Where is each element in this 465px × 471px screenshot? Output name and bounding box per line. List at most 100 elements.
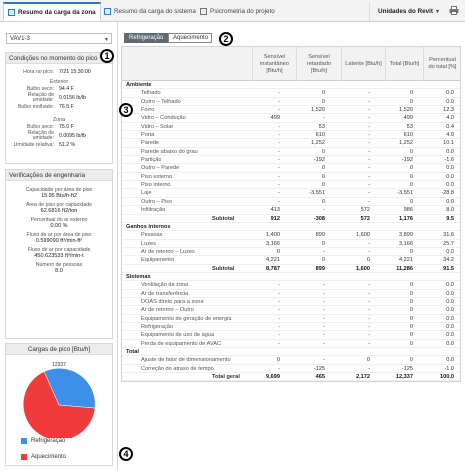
kv-label: Hora no pico: [23, 69, 54, 75]
table-group-row: Total [122, 348, 460, 357]
row-label: Equipamento de geração de energia [141, 315, 232, 322]
tab-label: Psicrometria do projeto [210, 8, 275, 15]
tab-system-load-summary[interactable]: Resumo da carga do sistema [100, 2, 200, 21]
table-cell: 0 [366, 357, 370, 364]
row-label: Pessoas [141, 232, 163, 239]
table-cell: - [278, 157, 280, 164]
table-header: Sensível instantâneo [Btu/h] Sensível re… [122, 47, 460, 81]
cooling-toggle[interactable]: Refrigeração [124, 33, 169, 43]
eng-value: 450.623533 ft³/min-t [34, 253, 84, 259]
row-label: Total [126, 349, 139, 355]
table-cell: 1,600 [356, 232, 370, 239]
table-cell: - [368, 290, 370, 297]
table-row: Equipamento de uso de água - - - 0 0.0 [122, 331, 460, 340]
table-cell: -192 [313, 157, 325, 164]
table-cell: 1,600 [356, 265, 370, 272]
table-cell: 0 [409, 332, 413, 339]
table-cell: - [278, 198, 280, 205]
table-cell: 0 [409, 98, 413, 105]
table-row: Vidro – Condução 499 - - 499 4.0 [122, 114, 460, 123]
peak-loads-pie-chart: 12337 11720 [23, 362, 96, 438]
row-label: Porta [141, 132, 155, 139]
row-label: Laje [141, 190, 152, 197]
table-cell: - [368, 165, 370, 172]
row-label: Total geral [212, 374, 240, 381]
legend-swatch [21, 438, 27, 444]
peak-loads-section: Cargas de pico [Btu/h] 12337 11720 Refri… [5, 343, 113, 466]
peak-conditions-section: Condições no momento do pico Hora no pic… [5, 52, 113, 164]
table-group-row: Ganhos internos [122, 223, 460, 232]
table-cell: 0 [321, 240, 325, 247]
table-cell: 0.0 [446, 315, 454, 322]
table-cell: 0 [409, 182, 413, 189]
table-row: Parede - 1,252 - 1,252 10.1 [122, 139, 460, 148]
eng-label: Percentual do ar externo [30, 217, 88, 223]
row-label: Subtotal [212, 215, 235, 222]
kv-label: Umidade relativa: [13, 142, 54, 148]
eng-label: Número de pessoas [35, 262, 83, 268]
table-cell: 0.0 [446, 340, 454, 347]
tab-project-psychrometrics[interactable]: Psicrometria do projeto [196, 2, 279, 21]
table-cell: 0 [366, 257, 370, 264]
table-cell: - [323, 115, 325, 122]
table-cell: 986 [403, 207, 413, 214]
tab-zone-load-summary[interactable]: Resumo da carga da zona [3, 2, 101, 21]
table-cell: 0 [321, 182, 325, 189]
table-cell: 0.0 [446, 173, 454, 180]
eng-label: Fluxo de ar por capacidade [27, 247, 91, 253]
table-cell: 1,252 [311, 140, 325, 147]
table-row: Porta - 610 - 610 4.9 [122, 131, 460, 140]
column-header: Latente [Btu/h] [341, 47, 385, 81]
table-row: Telhado - 0 - 0 0.0 [122, 89, 460, 98]
table-cell: - [368, 90, 370, 97]
table-cell: 0.0 [446, 248, 454, 255]
section-title: Verificações de engenharia [6, 170, 112, 181]
table-cell: - [323, 332, 325, 339]
eng-value: 15.95 Btu/h-ft2 [40, 193, 78, 199]
table-cell: 1,400 [266, 232, 280, 239]
kv-value: 0.0095 lb/lb [59, 133, 86, 139]
table-cell: - [278, 182, 280, 189]
table-cell: - [368, 115, 370, 122]
legend-item-heating: Aquecimento [21, 454, 66, 460]
row-label: Ar de transferência [141, 290, 189, 297]
table-cell: 0 [409, 148, 413, 155]
units-dropdown[interactable]: Unidades do Revit ▾ [369, 2, 439, 21]
table-cell: -1.6 [444, 157, 454, 164]
table-cell: - [323, 248, 325, 255]
table-cell: 899 [315, 232, 325, 239]
table-row: Ventilação da zona - - - 0 0.0 [122, 281, 460, 290]
callout-badge-3: 3 [119, 103, 133, 117]
table-cell: - [278, 190, 280, 197]
table-cell: - [368, 98, 370, 105]
table-cell: 11,286 [396, 265, 413, 272]
system-summary-icon [104, 8, 111, 15]
table-cell: 12.3 [443, 107, 454, 114]
print-icon[interactable] [449, 6, 459, 15]
table-cell: 0.0 [446, 323, 454, 330]
table-row: Perda de equipamento de AVAC - - - 0 0.0 [122, 340, 460, 348]
row-label: Vidro – Condução [141, 115, 186, 122]
table-cell: 0 [321, 98, 325, 105]
table-row: Partição - -192 - -192 -1.6 [122, 156, 460, 165]
kv-value: 0.0156 lb/lb [59, 95, 86, 101]
table-cell: 8.0 [446, 207, 454, 214]
row-label: Subtotal [212, 265, 235, 272]
table-cell: - [278, 365, 280, 372]
row-label: Equipamento de uso de água [141, 332, 215, 339]
table-cell: 912 [270, 215, 280, 222]
table-cell: 499 [403, 115, 413, 122]
column-header: Percentual do total [%] [423, 47, 461, 81]
table-row: Pessoas 1,400 899 1,600 3,899 31.6 [122, 231, 460, 240]
table-cell: - [323, 298, 325, 305]
table-cell: - [368, 323, 370, 330]
table-cell: - [368, 248, 370, 255]
table-cell: - [368, 123, 370, 130]
row-label: Parede abaixo do grau [141, 148, 198, 155]
table-cell: -125 [401, 365, 413, 372]
heating-toggle[interactable]: Aquecimento [168, 33, 212, 43]
table-cell: 4,221 [399, 257, 413, 264]
row-label: Infiltração [141, 207, 166, 214]
zone-select[interactable]: VAV1-3 ▾ [6, 33, 112, 44]
pie-slice-cooling [43, 368, 96, 409]
